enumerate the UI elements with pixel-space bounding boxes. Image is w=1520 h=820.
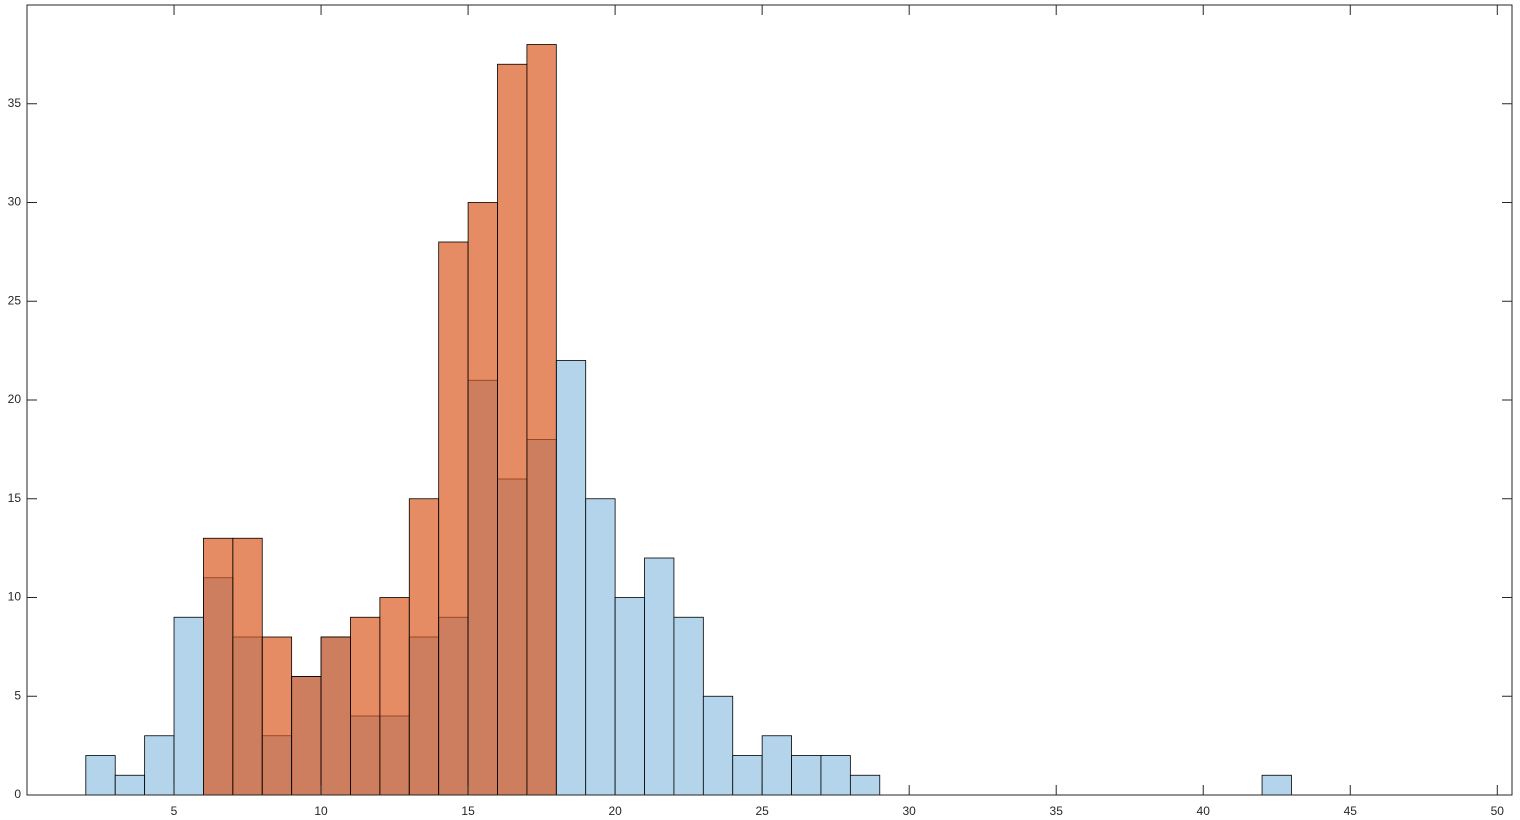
bar: [438, 241, 469, 796]
x-tick-label: 45: [1344, 804, 1358, 818]
bar: [497, 63, 528, 796]
y-tick-label: 10: [8, 590, 22, 604]
y-tick-label: 0: [14, 787, 21, 801]
y-tick-label: 30: [8, 195, 22, 209]
bar: [644, 557, 675, 796]
bar: [791, 755, 822, 796]
bar: [702, 695, 734, 796]
bar: [761, 735, 792, 796]
x-tick-label: 30: [902, 804, 916, 818]
bar: [614, 597, 645, 796]
x-tick-label: 20: [608, 804, 622, 818]
y-tick-label: 20: [8, 392, 22, 406]
y-tick-label: 25: [8, 293, 22, 307]
x-tick-label: 15: [461, 804, 475, 818]
bar: [173, 616, 204, 796]
bar: [467, 202, 498, 796]
bar: [1261, 774, 1292, 796]
x-tick-label: 25: [755, 804, 769, 818]
bar: [320, 636, 351, 796]
bar: [555, 360, 587, 796]
y-tick-label: 5: [14, 688, 21, 702]
bar: [585, 498, 616, 796]
y-tick-label: 15: [8, 491, 22, 505]
x-tick-label: 40: [1197, 804, 1211, 818]
bar: [849, 774, 881, 796]
bar: [820, 755, 851, 796]
bar: [232, 537, 263, 796]
bar: [85, 755, 116, 796]
bar: [526, 44, 557, 796]
bar: [203, 537, 234, 796]
bar: [673, 616, 704, 796]
x-tick-label: 35: [1050, 804, 1064, 818]
bar: [291, 676, 322, 796]
bar: [114, 774, 146, 796]
y-tick-label: 35: [8, 96, 22, 110]
x-tick-label: 50: [1491, 804, 1505, 818]
bar: [379, 597, 410, 796]
bar: [732, 755, 763, 796]
x-tick-label: 5: [171, 804, 178, 818]
bar: [261, 636, 293, 796]
x-tick-label: 10: [314, 804, 328, 818]
bar: [408, 498, 440, 796]
bar: [350, 616, 381, 796]
bar: [144, 735, 175, 796]
